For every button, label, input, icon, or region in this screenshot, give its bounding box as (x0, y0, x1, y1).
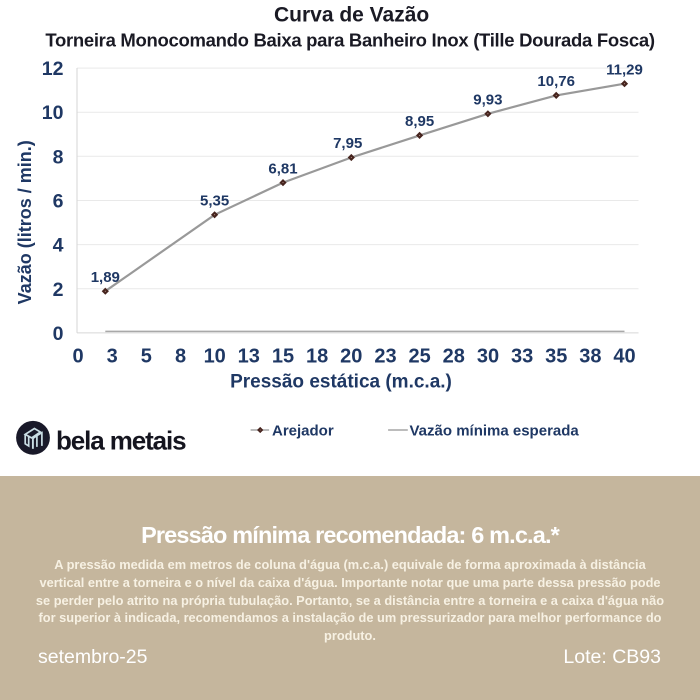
svg-text:Arejador: Arejador (272, 422, 334, 439)
svg-text:2: 2 (53, 279, 64, 301)
svg-text:33: 33 (511, 346, 533, 368)
svg-text:6,81: 6,81 (268, 160, 297, 177)
svg-text:28: 28 (443, 346, 465, 368)
svg-text:Curva de Vazão: Curva de Vazão (274, 4, 429, 27)
svg-text:10,76: 10,76 (537, 73, 575, 90)
svg-text:0: 0 (53, 323, 64, 345)
svg-text:38: 38 (579, 346, 601, 368)
svg-text:8: 8 (53, 146, 64, 168)
svg-text:5: 5 (141, 346, 152, 368)
svg-text:7,95: 7,95 (333, 135, 362, 152)
svg-text:13: 13 (238, 346, 260, 368)
svg-text:Torneira Monocomando Baixa par: Torneira Monocomando Baixa para Banheiro… (45, 30, 655, 51)
svg-text:25: 25 (408, 346, 430, 368)
svg-text:40: 40 (613, 346, 635, 368)
svg-text:1,89: 1,89 (91, 269, 120, 286)
svg-text:8: 8 (175, 346, 186, 368)
svg-text:12: 12 (42, 58, 64, 80)
svg-text:35: 35 (545, 346, 567, 368)
svg-text:4: 4 (53, 235, 64, 257)
svg-text:Vazão mínima esperada: Vazão mínima esperada (410, 422, 580, 439)
svg-text:8,95: 8,95 (405, 113, 434, 130)
svg-text:bela metais: bela metais (56, 426, 186, 456)
svg-text:18: 18 (306, 346, 328, 368)
svg-text:5,35: 5,35 (200, 193, 229, 210)
svg-text:Pressão estática (m.c.a.): Pressão estática (m.c.a.) (230, 372, 452, 393)
svg-text:9,93: 9,93 (473, 92, 502, 109)
svg-text:6: 6 (53, 191, 64, 213)
svg-text:20: 20 (340, 346, 362, 368)
svg-text:Vazão (litros / min.): Vazão (litros / min.) (15, 140, 35, 304)
svg-text:11,29: 11,29 (606, 61, 643, 78)
svg-text:10: 10 (204, 346, 226, 368)
svg-text:30: 30 (477, 346, 499, 368)
svg-text:0: 0 (72, 346, 83, 368)
svg-text:15: 15 (272, 346, 294, 368)
svg-text:23: 23 (374, 346, 396, 368)
svg-text:10: 10 (42, 102, 64, 124)
svg-text:3: 3 (107, 346, 118, 368)
